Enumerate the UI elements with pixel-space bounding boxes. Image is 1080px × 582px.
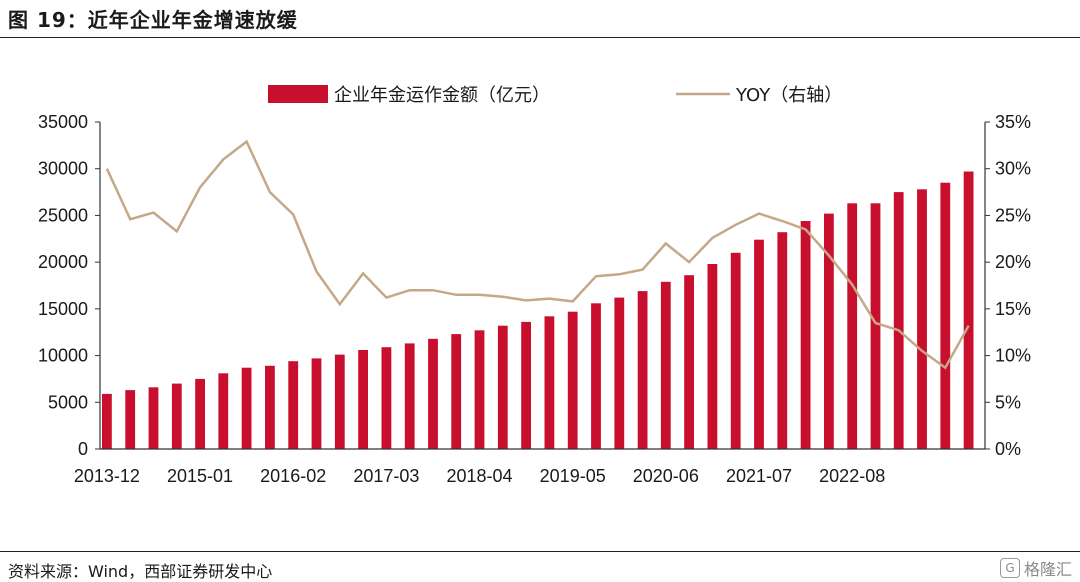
left-tick-label: 10000 xyxy=(38,346,88,366)
bar-3 xyxy=(171,383,182,449)
bottom-rule xyxy=(0,551,1080,552)
watermark: G 格隆汇 xyxy=(999,556,1072,580)
bar-31 xyxy=(824,213,834,449)
bar-27 xyxy=(730,252,741,449)
bar-35 xyxy=(917,189,927,450)
top-rule xyxy=(0,37,1080,38)
x-tick-label: 2020-06 xyxy=(633,466,699,486)
x-tick-label: 2022-08 xyxy=(819,466,885,486)
chart: 0 5000 10000 15000 20000 25000 30000 35000 0% 5%… xyxy=(38,85,1031,486)
legend-bar-swatch xyxy=(268,85,328,103)
bar-20 xyxy=(567,311,578,449)
right-tick-label: 0% xyxy=(995,439,1021,459)
bar-36 xyxy=(940,182,951,449)
x-tick-label: 2018-04 xyxy=(446,466,512,486)
legend-line-label: YOY（右轴） xyxy=(735,85,842,106)
left-tick-label: 15000 xyxy=(38,299,88,319)
bar-17 xyxy=(497,325,508,449)
bar-4 xyxy=(195,378,205,449)
bar-19 xyxy=(544,316,555,449)
x-tick-label: 2021-07 xyxy=(726,466,792,486)
right-tick-label: 10% xyxy=(995,346,1031,366)
bar-34 xyxy=(893,192,904,449)
bar-30 xyxy=(800,221,811,449)
bar-series xyxy=(102,171,974,450)
right-tick-label: 35% xyxy=(995,112,1031,132)
bar-12 xyxy=(381,347,392,449)
watermark-text: 格隆汇 xyxy=(1023,560,1072,579)
bar-23 xyxy=(637,291,648,449)
bar-2 xyxy=(148,387,159,449)
bar-1 xyxy=(125,390,136,449)
x-tick-label: 2017-03 xyxy=(353,466,419,486)
left-tick-label: 35000 xyxy=(38,112,88,132)
bar-16 xyxy=(474,330,485,449)
bar-9 xyxy=(311,358,322,449)
right-tick-label: 25% xyxy=(995,205,1031,225)
bar-13 xyxy=(404,343,415,449)
left-tick-label: 5000 xyxy=(48,392,88,412)
left-tick-label: 30000 xyxy=(38,159,88,179)
bar-14 xyxy=(428,338,438,449)
left-tick-label: 0 xyxy=(78,439,88,459)
right-tick-label: 30% xyxy=(995,159,1031,179)
left-axis-ticks: 0 5000 10000 15000 20000 25000 30000 35000 xyxy=(38,112,100,459)
bar-15 xyxy=(451,334,462,449)
bar-22 xyxy=(614,297,625,449)
bar-8 xyxy=(288,361,299,449)
chart-title: 图 19：近年企业年金增速放缓 xyxy=(8,8,298,32)
source-note: 资料来源：Wind，西部证券研发中心 xyxy=(8,562,273,581)
yoy-line xyxy=(105,139,970,370)
bar-0 xyxy=(102,393,112,449)
bar-33 xyxy=(870,203,881,449)
bar-37 xyxy=(963,171,974,449)
bar-28 xyxy=(754,239,764,449)
bar-18 xyxy=(521,321,531,449)
right-tick-label: 15% xyxy=(995,299,1031,319)
x-tick-label: 2016-02 xyxy=(260,466,326,486)
x-tick-label: 2019-05 xyxy=(540,466,606,486)
bar-21 xyxy=(591,303,601,449)
right-tick-label: 20% xyxy=(995,252,1031,272)
right-tick-label: 5% xyxy=(995,392,1021,412)
watermark-logo-icon: G xyxy=(999,558,1020,578)
bar-10 xyxy=(334,354,345,449)
bar-11 xyxy=(358,350,368,449)
bar-7 xyxy=(265,365,275,449)
left-tick-label: 25000 xyxy=(38,205,88,225)
legend-bar-label: 企业年金运作金额（亿元） xyxy=(334,85,550,106)
bar-6 xyxy=(241,367,252,449)
x-tick-label: 2015-01 xyxy=(167,466,233,486)
bar-5 xyxy=(218,373,229,449)
legend: 企业年金运作金额（亿元） YOY（右轴） xyxy=(268,85,842,106)
bar-29 xyxy=(777,232,788,449)
bar-24 xyxy=(660,281,671,449)
x-axis-ticks: 2013-12 2015-01 2016-02 2017-03 2018-04 2019-… xyxy=(74,466,885,486)
left-tick-label: 20000 xyxy=(38,252,88,272)
bar-32 xyxy=(847,203,858,449)
right-axis-ticks: 0% 5% 10% 15% 20% 25% 30% 35% xyxy=(985,112,1031,459)
bar-26 xyxy=(707,264,718,449)
bar-25 xyxy=(684,275,694,449)
x-tick-label: 2013-12 xyxy=(74,466,140,486)
